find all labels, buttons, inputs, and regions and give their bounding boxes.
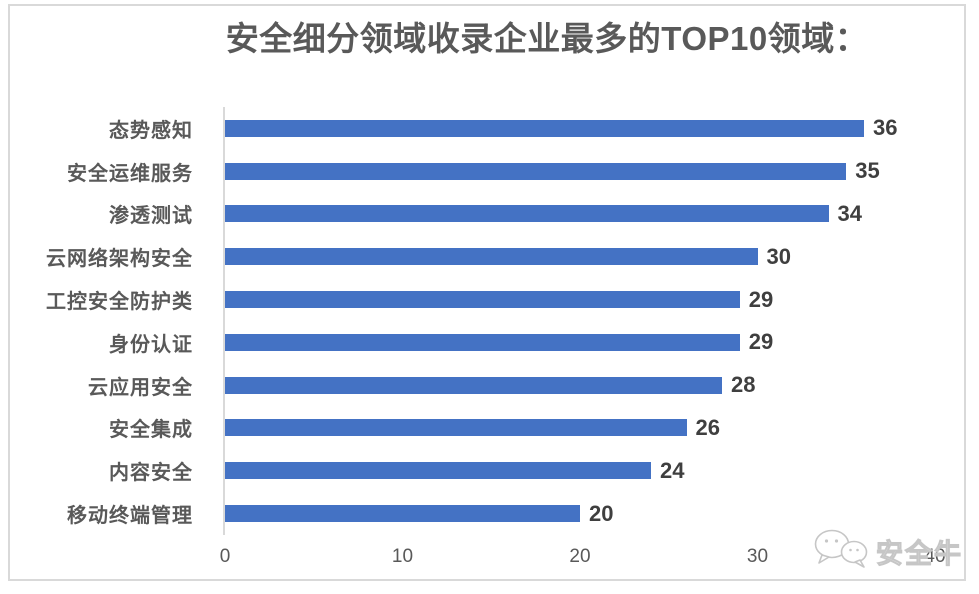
- x-tick-label: 40: [924, 546, 946, 567]
- bar-row: 态势感知 36: [0, 107, 979, 150]
- value-label: 34: [837, 200, 862, 226]
- value-label: 20: [589, 500, 614, 526]
- category-label: 内容安全: [109, 462, 193, 485]
- bar[interactable]: [225, 376, 722, 394]
- x-tick-label: 10: [391, 546, 414, 567]
- value-label: 28: [731, 372, 756, 398]
- bar[interactable]: [225, 291, 740, 309]
- bar-row: 工控安全防护类 29: [0, 278, 979, 321]
- bar[interactable]: [225, 419, 687, 437]
- bar[interactable]: [225, 462, 651, 480]
- value-label: 29: [748, 286, 774, 312]
- bar-track: 20: [223, 492, 979, 535]
- watermark: 安全牛: [812, 528, 963, 575]
- category-label: 态势感知: [109, 119, 193, 142]
- bar-track: 29: [223, 278, 979, 321]
- bar-track: 30: [223, 235, 979, 279]
- bar-row: 云网络架构安全 30: [0, 235, 979, 279]
- bar-track: 24: [223, 449, 979, 493]
- category-label: 渗透测试: [109, 205, 193, 228]
- bar-row: 渗透测试 34: [0, 192, 979, 236]
- value-label: 30: [766, 243, 791, 269]
- bar-track: 26: [223, 406, 979, 450]
- value-label: 29: [748, 329, 774, 355]
- bar[interactable]: [225, 333, 740, 351]
- chart-title: 安全细分领域收录企业最多的TOP10领域：: [225, 20, 869, 57]
- bar[interactable]: [225, 162, 847, 180]
- bar-row: 移动终端管理 20: [0, 492, 979, 535]
- chat-bubbles-icon: [812, 528, 870, 575]
- category-label: 工控安全防护类: [46, 291, 193, 314]
- value-label: 26: [695, 414, 720, 440]
- bar-track: 29: [223, 320, 979, 364]
- category-label: 移动终端管理: [67, 505, 193, 528]
- bar-row: 内容安全 24: [0, 449, 979, 493]
- bar[interactable]: [225, 119, 864, 137]
- x-tick-label: 30: [746, 546, 769, 567]
- bar-row: 云应用安全 28: [0, 363, 979, 407]
- category-label: 身份认证: [109, 333, 193, 356]
- x-tick-label: 20: [569, 546, 591, 567]
- bar[interactable]: [225, 505, 580, 523]
- value-label: 35: [855, 158, 880, 184]
- category-label: 安全集成: [109, 419, 193, 442]
- value-label: 24: [660, 457, 685, 483]
- bar-row: 安全集成 26: [0, 406, 979, 450]
- x-tick-label: 0: [219, 546, 231, 567]
- bar-track: 34: [223, 192, 979, 236]
- category-label: 云网络架构安全: [46, 248, 193, 271]
- bar-row: 安全运维服务 35: [0, 149, 979, 193]
- chart-rows: 态势感知 36 安全运维服务 35 渗透测试 34 云网络架构安全 30 工控安全防护类 29 身份…: [0, 107, 979, 535]
- bar-row: 身份认证 29: [0, 320, 979, 364]
- bar-track: 28: [223, 363, 979, 407]
- bar[interactable]: [225, 248, 758, 266]
- watermark-text: 安全牛: [876, 539, 963, 570]
- value-label: 36: [873, 115, 898, 141]
- category-label: 云应用安全: [88, 376, 193, 399]
- x-axis: 0 10 20 30 40: [220, 546, 946, 572]
- bar[interactable]: [225, 205, 829, 223]
- category-label: 安全运维服务: [67, 162, 193, 185]
- bar-track: 35: [223, 149, 979, 193]
- bar-track: 36: [223, 107, 979, 150]
